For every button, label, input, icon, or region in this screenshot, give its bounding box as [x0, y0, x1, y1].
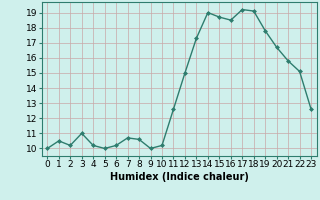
X-axis label: Humidex (Indice chaleur): Humidex (Indice chaleur)	[110, 172, 249, 182]
